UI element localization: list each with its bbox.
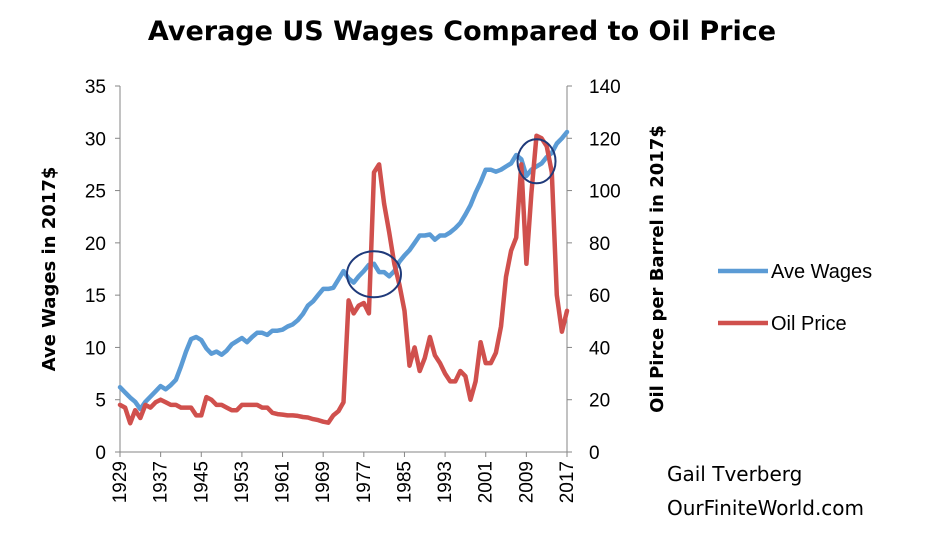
left-tick-label: 10 [85,338,106,359]
x-tick-label: 1945 [191,461,212,503]
x-tick-label: 1985 [394,461,415,503]
x-tick-label: 1929 [110,461,131,503]
annotation-circle-1 [345,250,402,299]
left-tick-label: 0 [95,443,106,464]
x-tick-label: 1969 [313,461,334,503]
credit-site: OurFiniteWorld.com [667,496,864,520]
axes [119,86,568,453]
right-tick-label: 120 [589,129,621,150]
left-tick-label: 5 [95,391,106,412]
series-line-oil-price [117,133,570,426]
right-tick-label: 20 [589,391,610,412]
x-tick-label: 1953 [232,461,253,503]
credit-author: Gail Tverberg [667,462,802,486]
left-tick-label: 35 [85,77,106,98]
series-line-ave-wages [117,129,570,412]
x-tick-label: 1993 [435,461,456,503]
right-tick-label: 0 [589,443,600,464]
left-tick-label: 25 [85,182,106,203]
x-tick-label: 2001 [476,461,497,503]
annotation-circle-2 [516,138,557,185]
left-tick-label: 30 [85,129,106,150]
x-tick-label: 1937 [151,461,172,503]
x-tick-label: 2009 [516,461,537,503]
left-tick-label: 15 [85,286,106,307]
right-axis-title: Oil Pirce per Barrel in 2017$ [647,125,668,413]
annotations [345,138,557,299]
x-tick-label: 1977 [354,461,375,503]
series-lines [117,129,570,426]
ticks: 0 5 10 15 20 25 30 35 0 20 40 60 80 100 120 140 1929 1937… [85,77,621,503]
x-tick-label: 2017 [557,461,578,503]
left-axis-title: Ave Wages in 2017$ [39,167,60,372]
legend-label: Ave Wages [771,261,872,283]
legend: Ave Wages Oil Price [718,261,872,335]
right-tick-label: 140 [589,77,621,98]
right-tick-label: 60 [589,286,610,307]
chart-title: Average US Wages Compared to Oil Price [148,16,776,47]
x-tick-label: 1961 [273,461,294,503]
right-tick-label: 40 [589,338,610,359]
left-tick-label: 20 [85,234,106,255]
right-tick-label: 100 [589,182,621,203]
legend-label: Oil Price [771,313,847,335]
right-tick-label: 80 [589,234,610,255]
